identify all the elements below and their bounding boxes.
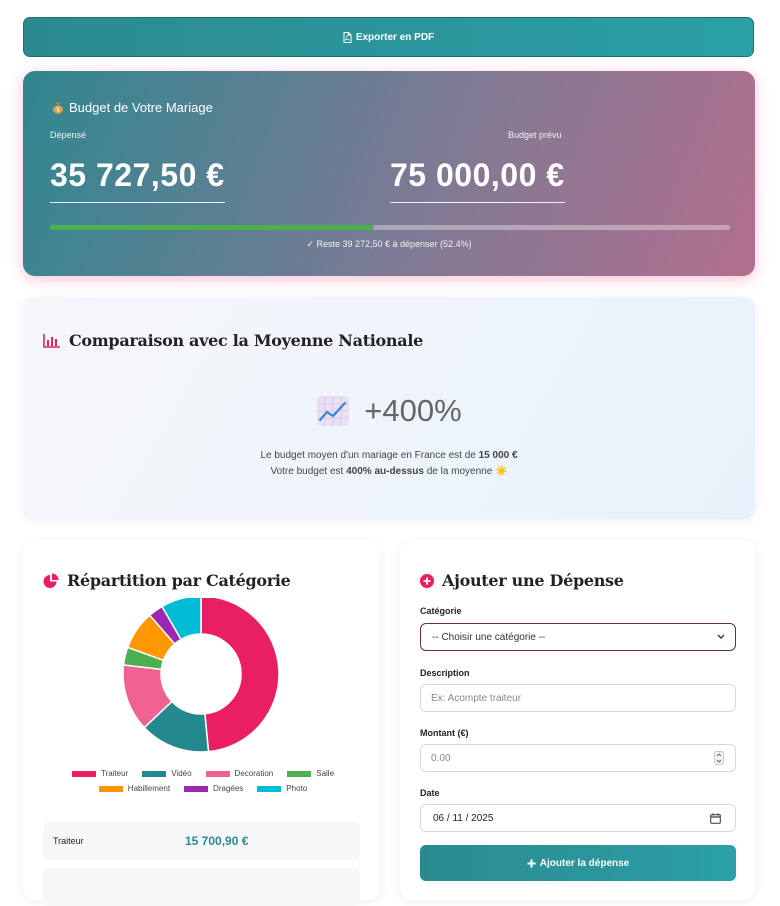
date-input[interactable]: 06 / 11 / 2025	[420, 804, 736, 832]
legend-label: Decoration	[234, 769, 274, 778]
export-pdf-label: Exporter en PDF	[355, 31, 435, 43]
spent-label: Dépensé	[50, 130, 87, 140]
chart-legend: Traiteur Vidéo Decoration Salle Habillement D…	[53, 769, 353, 793]
legend-item-salle[interactable]: Salle	[287, 769, 334, 778]
donut-slice-traiteur	[200, 598, 280, 753]
donut-slice-photo	[160, 598, 202, 641]
legend-swatch	[257, 785, 282, 792]
amount-placeholder: 0.00	[431, 752, 451, 764]
add-expense-label: Ajouter la dépense	[539, 857, 630, 869]
bar-chart-icon	[43, 334, 60, 348]
export-pdf-button[interactable]: Exporter en PDF	[23, 17, 754, 57]
spent-value: 35 727,50 €	[50, 157, 225, 203]
comparison-line-2-suffix: de la moyenne ☀️	[423, 466, 508, 477]
chevron-down-icon	[717, 634, 725, 639]
add-expense-title-text: Ajouter une Dépense	[442, 571, 624, 590]
category-name: Traiteur	[53, 836, 84, 846]
description-input[interactable]: Ex: Acompte traiteur	[420, 684, 736, 712]
date-label: Date	[420, 788, 440, 798]
budget-title: $ Budget de Votre Mariage	[52, 100, 213, 115]
comparison-percent: +400%	[364, 393, 462, 428]
legend-swatch	[287, 770, 312, 777]
comparison-percent-row: +400%	[23, 393, 755, 429]
money-bag-icon: $	[53, 102, 63, 114]
trend-up-icon	[317, 396, 350, 426]
category-amount: 15 700,90 €	[185, 834, 249, 848]
legend-item-traiteur[interactable]: Traiteur	[71, 769, 129, 778]
add-expense-card: Ajouter une Dépense Catégorie -- Choisir…	[400, 540, 755, 900]
svg-text:$: $	[56, 108, 60, 114]
description-label: Description	[420, 668, 470, 678]
legend-swatch	[184, 785, 209, 792]
planned-value: 75 000,00 €	[390, 157, 565, 203]
category-label: Catégorie	[420, 606, 462, 616]
planned-label: Budget prévu	[508, 130, 562, 140]
table-row	[43, 868, 360, 906]
pie-chart-icon	[43, 573, 59, 588]
legend-item-photo[interactable]: Photo	[257, 784, 307, 793]
plus-icon	[527, 859, 536, 867]
budget-summary-card: $ Budget de Votre Mariage Dépensé Budget…	[23, 71, 755, 276]
repartition-title-text: Répartition par Catégorie	[67, 571, 291, 590]
legend-label: Vidéo	[171, 769, 192, 778]
table-row: Traiteur 15 700,90 €	[43, 822, 360, 860]
category-select-value: -- Choisir une catégorie --	[432, 631, 546, 643]
budget-title-text: Budget de Votre Mariage	[69, 100, 213, 115]
plus-circle-icon	[420, 573, 434, 588]
comparison-line-2-strong: 400% au-dessus	[346, 466, 424, 477]
legend-item-habillement[interactable]: Habillement	[98, 784, 171, 793]
add-expense-button[interactable]: Ajouter la dépense	[420, 845, 736, 881]
legend-label: Habillement	[127, 784, 171, 793]
file-pdf-icon	[343, 31, 352, 43]
legend-item-decoration[interactable]: Decoration	[205, 769, 274, 778]
national-average-value: 15 000 €	[478, 450, 518, 461]
category-donut-chart	[122, 598, 280, 753]
amount-input[interactable]: 0.00	[420, 744, 736, 772]
repartition-title: Répartition par Catégorie	[43, 571, 291, 590]
legend-swatch	[71, 770, 96, 777]
budget-progress-bar	[50, 225, 730, 230]
comparison-line-2: Votre budget est 400% au-dessus de la mo…	[23, 466, 755, 477]
repartition-card: Répartition par Catégorie Traiteur Vidéo D…	[23, 540, 380, 906]
legend-swatch	[98, 785, 123, 792]
add-expense-title: Ajouter une Dépense	[420, 571, 624, 590]
comparison-card: Comparaison avec la Moyenne Nationale +4…	[23, 297, 755, 519]
date-value: 06 / 11 / 2025	[433, 812, 494, 824]
legend-swatch	[205, 770, 230, 777]
legend-label: Traiteur	[100, 769, 129, 778]
amount-label: Montant (€)	[420, 728, 469, 738]
category-select[interactable]: -- Choisir une catégorie --	[420, 623, 736, 651]
comparison-line-2-prefix: Votre budget est	[270, 466, 347, 477]
calendar-icon[interactable]	[710, 812, 721, 824]
legend-item-dragées[interactable]: Dragées	[184, 784, 243, 793]
legend-label: Dragées	[213, 784, 244, 793]
comparison-line-1-prefix: Le budget moyen d'un mariage en France e…	[260, 450, 479, 461]
comparison-title: Comparaison avec la Moyenne Nationale	[43, 331, 423, 350]
budget-progress-fill	[50, 225, 374, 230]
remaining-text: ✓ Reste 39 272,50 € à dépenser (52.4%)	[306, 239, 472, 249]
comparison-title-text: Comparaison avec la Moyenne Nationale	[69, 331, 423, 350]
legend-item-vidéo[interactable]: Vidéo	[142, 769, 192, 778]
number-stepper-icon[interactable]	[714, 751, 724, 765]
description-placeholder: Ex: Acompte traiteur	[431, 692, 522, 704]
comparison-line-1: Le budget moyen d'un mariage en France e…	[23, 450, 755, 461]
legend-swatch	[142, 770, 167, 777]
legend-label: Photo	[286, 784, 308, 793]
legend-label: Salle	[316, 769, 335, 778]
